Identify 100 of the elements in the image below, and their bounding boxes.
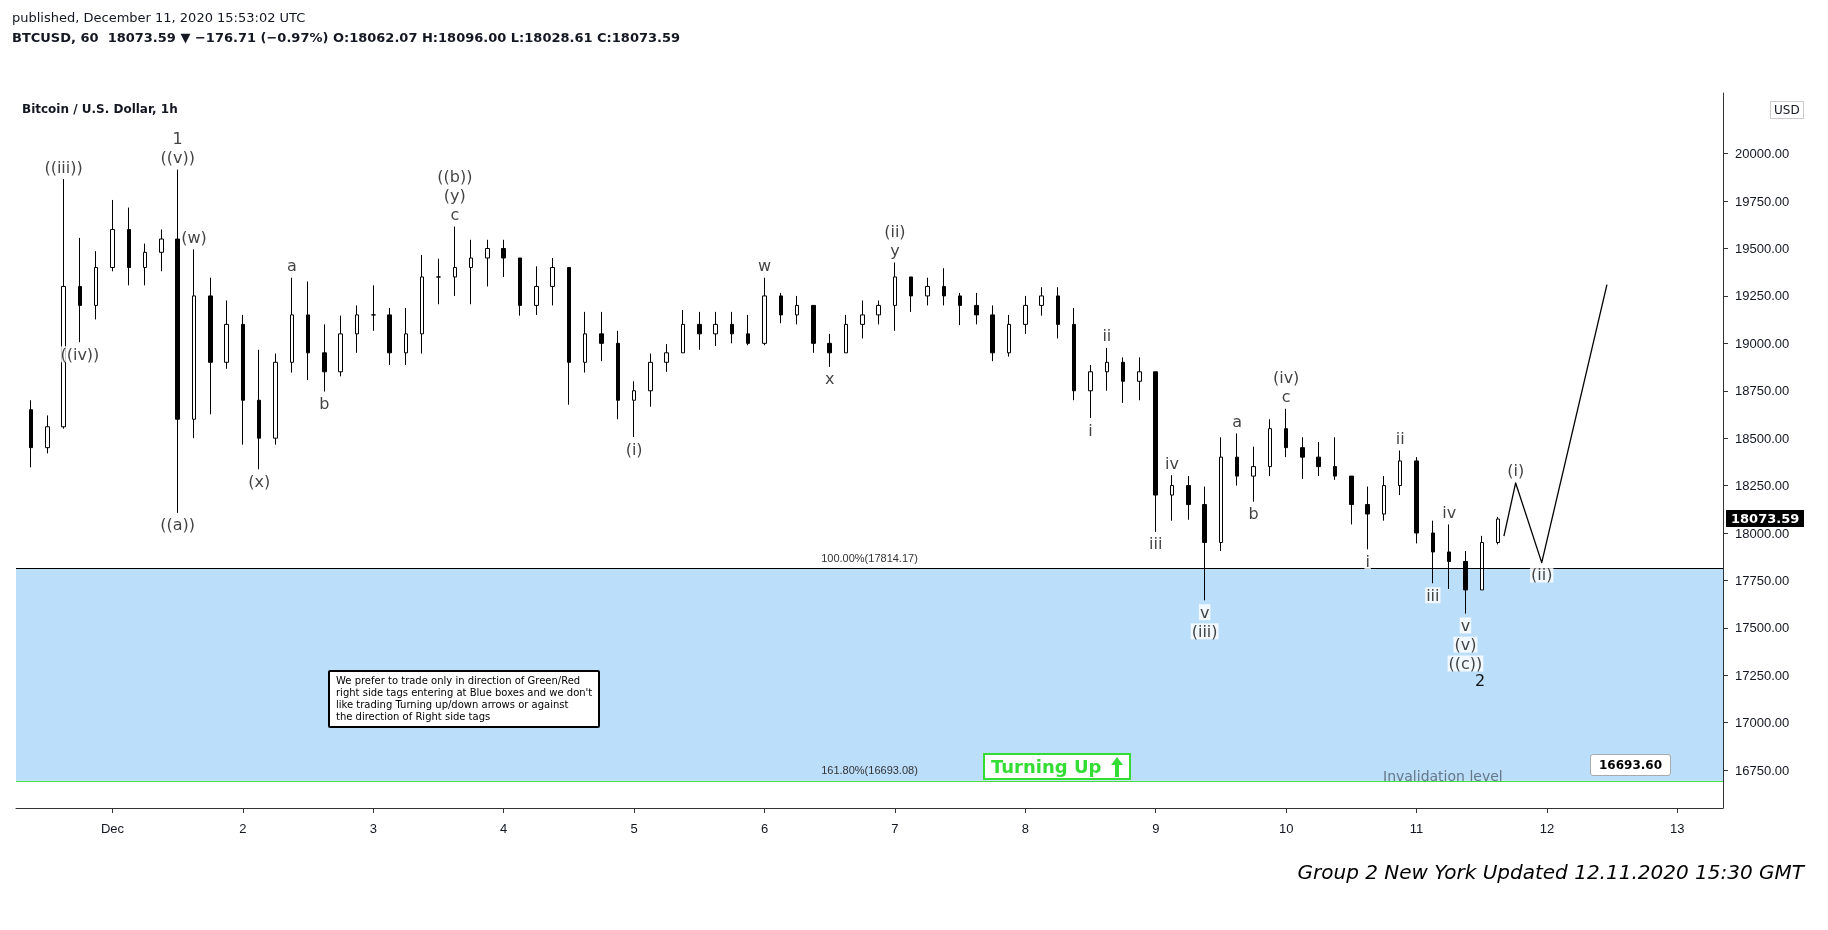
candlestick [290, 277, 294, 374]
candlestick [306, 281, 310, 381]
annotation: ((b)) [437, 167, 473, 187]
candlestick [1316, 441, 1321, 477]
annotation: Turning Up [991, 756, 1102, 777]
candlestick [1235, 432, 1239, 487]
candlestick [583, 311, 587, 374]
candlestick [436, 258, 441, 305]
annotation: (x) [248, 471, 271, 491]
candlestick [1056, 286, 1060, 339]
text: published, December 11, 2020 15:53:02 UTC [12, 10, 306, 25]
y-tick-label: 18000.00 [1735, 525, 1790, 541]
candlestick [762, 277, 767, 346]
candlestick [1333, 436, 1337, 481]
candlestick [387, 307, 392, 366]
candlestick [1007, 314, 1011, 358]
candlestick [909, 276, 913, 313]
ref-line-label: 100.00%(17814.17) [821, 551, 918, 564]
annotation: iii [1149, 534, 1163, 554]
text: Group 2 New York Updated 12.11.2020 15:30 GMT [1297, 860, 1804, 884]
y-tick-label: 20000.00 [1735, 146, 1790, 162]
candlestick [1268, 418, 1272, 477]
candlestick [257, 349, 261, 470]
y-tick-label: 17000.00 [1735, 715, 1790, 731]
candlestick [1023, 295, 1028, 335]
candlestick [143, 243, 147, 286]
x-tick-label: 4 [500, 821, 508, 836]
candlestick [795, 295, 799, 325]
annotation: v [1199, 602, 1210, 622]
annotation: y [890, 241, 900, 261]
annotation: iv [1165, 453, 1179, 473]
x-tick-label: 13 [1670, 821, 1685, 836]
annotation: b [1248, 504, 1259, 524]
chart-subtitle: BTCUSD, 60 18073.59 ▼ −176.71 (−0.97%) O:18062.07 H:18096.00 L:18028.61 C:18073.59 [12, 30, 681, 45]
candlestick [1300, 436, 1305, 480]
annotation: iv [1442, 502, 1457, 522]
candlestick [730, 311, 734, 344]
candlestick [1039, 286, 1044, 317]
y-tick-label: 19500.00 [1735, 241, 1790, 257]
candlestick [1170, 474, 1174, 522]
candlestick [485, 239, 490, 287]
ref-line-label: 161.80%(16693.08) [821, 764, 918, 777]
candlestick [518, 257, 522, 317]
candlestick [746, 314, 750, 346]
candlestick [1186, 475, 1191, 521]
annotation: i [1088, 420, 1093, 440]
annotation: Invalidation level [1383, 768, 1503, 784]
annotation: (w) [181, 227, 207, 247]
annotation: (v) [1454, 635, 1477, 655]
x-tick-label: 5 [630, 821, 638, 836]
x-tick-label: 11 [1409, 821, 1424, 836]
y-tick-label: 16750.00 [1735, 762, 1790, 778]
candlestick [110, 199, 115, 272]
x-tick-label: 3 [369, 821, 377, 836]
candlestick [876, 299, 881, 325]
annotation: (ii) [1531, 565, 1553, 585]
candlestick [1121, 356, 1125, 404]
candlestick [1382, 475, 1386, 522]
annotation: ((c)) [1448, 654, 1483, 674]
x-tick-label: 10 [1278, 821, 1294, 836]
annotation: x [824, 369, 835, 389]
candlestick [827, 333, 832, 368]
candlestick [159, 229, 164, 272]
annotation: (i) [1507, 461, 1525, 481]
annotation: c [450, 205, 460, 225]
candlestick [175, 169, 180, 514]
x-tick-label: 6 [760, 821, 769, 836]
candlestick [860, 299, 865, 339]
candlestick [1137, 356, 1142, 401]
candlestick [616, 330, 620, 420]
annotation: (iv) [1272, 368, 1300, 388]
candlestick [29, 399, 33, 468]
y-tick-label: 18500.00 [1735, 430, 1790, 446]
candlestick [550, 257, 555, 306]
y-tick-label: 17500.00 [1735, 620, 1790, 636]
annotation: (y) [443, 186, 466, 206]
candlestick [632, 380, 636, 438]
candlestick [844, 314, 848, 354]
annotation: w [757, 256, 772, 276]
annotation: i [1365, 551, 1370, 571]
y-tick-label: 19750.00 [1735, 193, 1790, 209]
candlestick [501, 239, 506, 278]
annotation: b [319, 394, 330, 414]
candlestick [713, 311, 718, 347]
x-tick-label: 9 [1152, 821, 1160, 836]
candlestick [958, 292, 962, 326]
candlestick [697, 311, 702, 351]
x-tick-label: Dec [100, 821, 125, 836]
annotation: a [286, 256, 297, 276]
candlestick [371, 284, 376, 332]
annotation: c [1281, 387, 1291, 407]
candlestick [942, 267, 946, 306]
candlestick [1398, 450, 1402, 496]
y-tick-label: 18750.00 [1735, 383, 1790, 399]
candlestick [1365, 486, 1370, 550]
candlestick [127, 207, 131, 286]
candlestick [469, 239, 473, 305]
candlestick [648, 353, 653, 408]
candlestick [45, 414, 50, 454]
candlestick [355, 304, 359, 354]
